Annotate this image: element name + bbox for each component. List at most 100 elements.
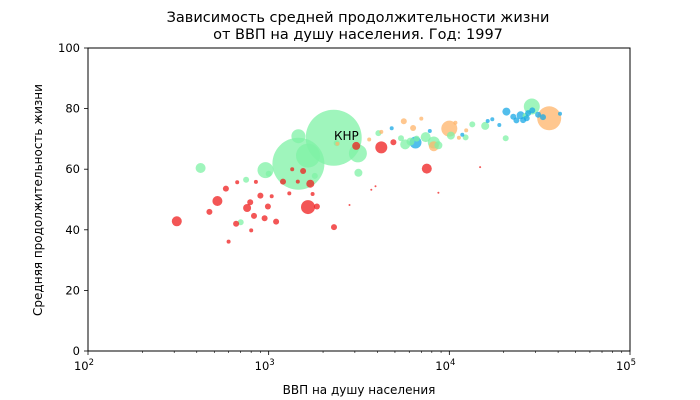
x-tick-label: 104 [435,358,455,373]
data-point [370,188,373,191]
plot-area [88,48,630,351]
data-point [206,208,213,215]
data-point [523,115,530,122]
data-point [529,107,536,114]
data-point [237,219,244,226]
x-axis-label: ВВП на душу населения [283,383,436,397]
data-point [453,120,458,125]
data-point [419,116,424,121]
data-point [310,192,315,196]
data-point [558,111,562,116]
data-point [233,220,240,227]
data-point [502,135,509,142]
data-point [306,179,315,188]
data-point [235,180,240,185]
data-point [311,172,318,179]
data-point [296,143,320,168]
data-point [287,191,292,196]
data-point [535,111,542,118]
data-point [421,163,432,174]
data-point [243,204,252,212]
plot-frame [87,47,631,352]
data-point [273,218,280,225]
data-point [257,192,264,199]
data-point [502,107,511,116]
data-point [171,216,182,227]
data-point [420,132,431,143]
data-point [406,137,415,146]
data-point [434,141,443,150]
data-point [485,119,490,123]
data-point [479,166,482,169]
data-point [265,170,272,177]
data-point [540,114,546,121]
data-point [212,196,223,206]
data-point [226,239,231,244]
data-point [331,224,337,231]
data-point [280,178,286,185]
data-point [261,215,268,222]
data-point [427,129,432,133]
y-axis-label: Средняя продолжительность жизни [31,84,45,316]
data-point [348,204,351,206]
x-tick-label: 103 [255,358,275,373]
data-point [481,121,490,130]
y-tick-label: 60 [65,162,80,176]
chart-title-line1: Зависимость средней продолжительности жи… [167,10,550,26]
data-point [313,203,320,210]
data-point [497,123,502,127]
data-point [462,134,469,141]
data-points-layer [171,98,562,244]
data-point [348,144,367,163]
data-point [247,199,254,206]
data-point [257,162,274,179]
data-point [291,129,306,144]
data-point [513,117,520,124]
data-point [400,118,407,125]
data-point [352,141,361,150]
data-point [301,200,315,215]
data-point [413,135,420,142]
data-point [469,121,476,128]
data-point [437,191,440,194]
data-point [464,128,469,133]
data-point [295,179,300,184]
data-point [490,117,495,122]
data-point [367,137,372,142]
data-point [374,185,377,188]
data-point [195,163,206,173]
data-point [354,168,363,177]
data-point [249,228,254,233]
data-point [243,176,250,183]
y-tick-label: 40 [65,223,80,237]
data-point [222,185,229,192]
data-point [290,167,295,172]
annotation-china: КНР [334,129,359,143]
data-point [264,203,271,210]
y-tick-label: 0 [73,344,80,358]
data-point [446,131,455,140]
data-point [269,194,274,199]
x-tick-label: 105 [616,358,636,373]
data-point [389,126,394,131]
data-point [335,141,340,146]
data-point [410,125,417,131]
data-point [398,135,404,142]
chart-title-line2: от ВВП на душу населения. Год: 1997 [213,27,503,43]
y-tick-label: 20 [65,283,80,297]
y-axis-ticks: 0 20 40 60 80 100 [58,41,88,358]
data-point [300,168,307,174]
y-tick-label: 100 [58,41,80,55]
data-point [537,106,562,131]
data-point [390,139,397,146]
data-point [251,212,257,219]
data-point [379,129,384,134]
data-point [456,135,461,140]
data-point [253,179,258,184]
data-point [375,141,388,154]
x-tick-label: 102 [74,358,94,373]
y-tick-label: 80 [65,102,80,116]
data-point [460,132,465,137]
x-axis-ticks: 102 103 104 105 [74,351,636,373]
